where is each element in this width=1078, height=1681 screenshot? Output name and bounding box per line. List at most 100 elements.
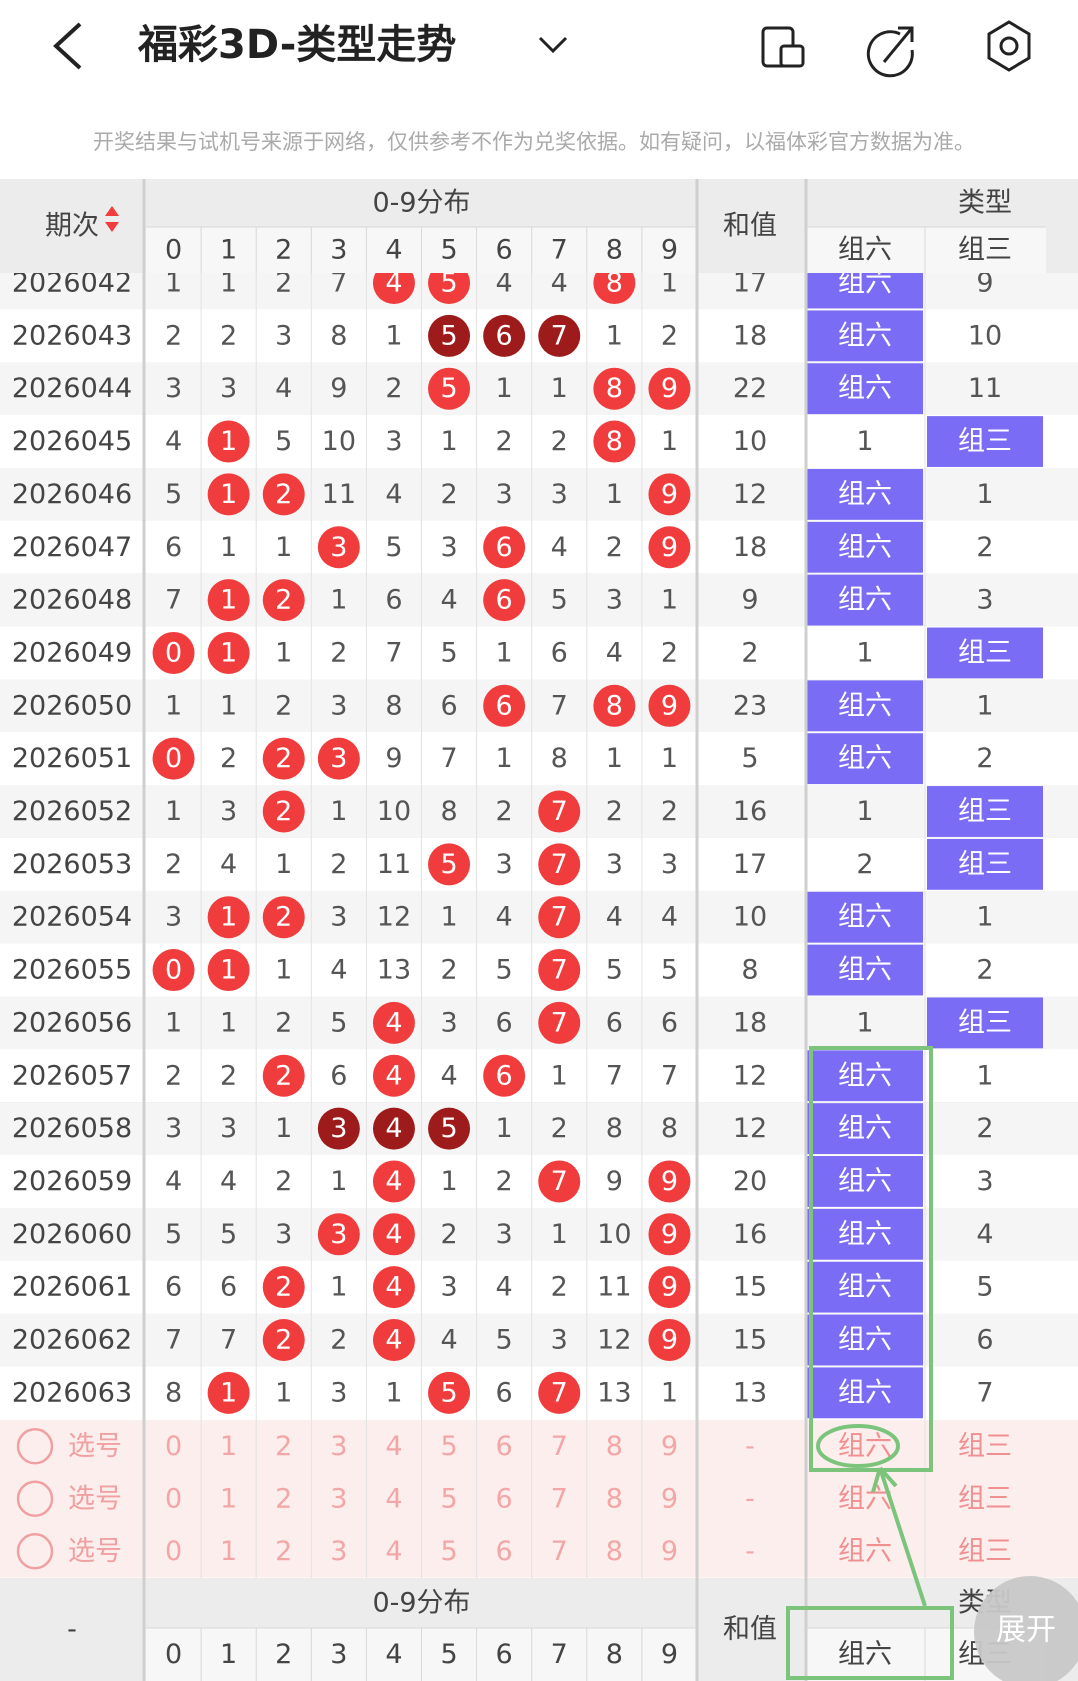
miss-count: 1 <box>275 1377 292 1408</box>
ball <box>483 526 526 569</box>
pick-digit[interactable]: 4 <box>385 1483 402 1514</box>
pick-digit[interactable]: 6 <box>496 1483 513 1514</box>
table-row: 2026050 1 1 2 3 8 6 6 7 8 9 23 组六 1 <box>0 679 1078 733</box>
pick-radio[interactable] <box>16 1533 54 1570</box>
ball <box>372 1001 415 1044</box>
device-icon[interactable] <box>761 26 805 68</box>
miss-count: 1 <box>275 1113 292 1144</box>
miss-count: 1 <box>165 690 182 721</box>
pick-digit[interactable]: 0 <box>165 1483 182 1514</box>
ball-number: 7 <box>551 1166 568 1197</box>
back-button[interactable] <box>53 22 82 70</box>
miss-count: 4 <box>165 1166 182 1197</box>
type-label: 组六 <box>838 585 892 616</box>
sum-header: 和值 <box>723 1614 777 1645</box>
type-label: 组三 <box>958 796 1012 827</box>
ball <box>428 314 471 357</box>
pick-radio[interactable] <box>16 1480 54 1517</box>
miss-count: 6 <box>330 1060 347 1091</box>
pick-digit[interactable]: 3 <box>330 1536 347 1567</box>
pick-digit[interactable]: 8 <box>606 1431 623 1462</box>
pick-digit[interactable]: 9 <box>661 1483 678 1514</box>
type-label: 组六 <box>838 1325 892 1356</box>
digit-header: 8 <box>606 1639 623 1670</box>
pick-digit[interactable]: 1 <box>220 1431 237 1462</box>
type-miss: 2 <box>976 532 993 563</box>
pick-digit[interactable]: 1 <box>220 1483 237 1514</box>
annotation <box>786 1046 954 1680</box>
pick-digit[interactable]: 9 <box>661 1431 678 1462</box>
ball <box>152 631 195 674</box>
sum: 12 <box>733 1113 767 1144</box>
digit-header: 4 <box>385 235 402 266</box>
pick-digit[interactable]: 6 <box>496 1431 513 1462</box>
issue: 2026045 <box>12 426 132 457</box>
type-sub-header: 组六 <box>838 1639 892 1670</box>
miss-count: 3 <box>165 902 182 933</box>
pick-digit[interactable]: 3 <box>330 1483 347 1514</box>
pick-digit[interactable]: 5 <box>440 1483 457 1514</box>
pick-radio[interactable] <box>16 1428 54 1465</box>
settings-icon[interactable] <box>987 20 1031 72</box>
pick-digit[interactable]: 4 <box>385 1536 402 1567</box>
miss-count: 3 <box>330 690 347 721</box>
pick-type[interactable]: 组六 <box>838 1483 892 1514</box>
ball-number: 9 <box>661 1219 678 1250</box>
pick-digit[interactable]: 7 <box>551 1483 568 1514</box>
type-highlight <box>807 1156 923 1207</box>
sort-down[interactable] <box>105 222 119 232</box>
type-label: 组六 <box>838 955 892 986</box>
digit-header: 9 <box>661 235 678 266</box>
pick-digit[interactable]: 2 <box>275 1536 292 1567</box>
pick-digit[interactable]: 1 <box>220 1536 237 1567</box>
pick-digit[interactable]: 0 <box>165 1431 182 1462</box>
ball-number: 5 <box>440 1113 457 1144</box>
miss-count: 2 <box>496 796 513 827</box>
expand-button[interactable] <box>974 1576 1078 1681</box>
type-label: 组六 <box>838 479 892 510</box>
pick-digit[interactable]: 7 <box>551 1431 568 1462</box>
pick-digit[interactable]: 6 <box>496 1536 513 1567</box>
pick-digit[interactable]: 5 <box>440 1536 457 1567</box>
issue: 2026063 <box>12 1377 132 1408</box>
type-label: 组六 <box>838 743 892 774</box>
expand-label[interactable]: 展开 <box>996 1613 1056 1648</box>
pick-digit[interactable]: 3 <box>330 1431 347 1462</box>
ball <box>207 579 250 622</box>
miss-count: 1 <box>661 268 678 299</box>
ball-number: 1 <box>220 1377 237 1408</box>
pick-type[interactable]: 组三 <box>958 1431 1012 1462</box>
issue: 2026043 <box>12 320 132 351</box>
ball <box>317 526 360 569</box>
pick-type[interactable]: 组三 <box>958 1536 1012 1567</box>
miss-count: 2 <box>330 637 347 668</box>
table-row: 2026045 4 1 5 10 3 1 2 2 8 1 10 1 组三 <box>0 415 1078 468</box>
pick-type[interactable]: 组六 <box>838 1431 892 1462</box>
share-icon[interactable] <box>866 26 914 78</box>
issue: 2026054 <box>12 902 132 933</box>
pick-digit[interactable]: 2 <box>275 1431 292 1462</box>
ball-number: 9 <box>661 1325 678 1356</box>
pick-digit[interactable]: 4 <box>385 1431 402 1462</box>
type-highlight <box>807 680 923 732</box>
miss-count: 4 <box>385 479 402 510</box>
ball <box>372 1054 415 1097</box>
pick-digit[interactable]: 2 <box>275 1483 292 1514</box>
pick-type[interactable]: 组六 <box>838 1536 892 1567</box>
table-row: 2026060 5 5 3 3 4 2 3 1 10 9 16 组六 4 <box>0 1207 1078 1261</box>
pick-digit[interactable]: 5 <box>440 1431 457 1462</box>
pick-digit[interactable]: 8 <box>606 1536 623 1567</box>
sort-up[interactable] <box>105 206 119 216</box>
pick-digit[interactable]: 7 <box>551 1536 568 1567</box>
miss-count: 6 <box>220 1272 237 1303</box>
title-dropdown[interactable] <box>538 36 568 54</box>
miss-count: 1 <box>330 1166 347 1197</box>
ball <box>538 790 581 833</box>
pick-digit[interactable]: 8 <box>606 1483 623 1514</box>
pick-digit[interactable]: 9 <box>661 1536 678 1567</box>
pick-type[interactable]: 组三 <box>958 1483 1012 1514</box>
pick-bg <box>0 1525 1078 1578</box>
pick-digit[interactable]: 0 <box>165 1536 182 1567</box>
ball-number: 9 <box>661 1272 678 1303</box>
